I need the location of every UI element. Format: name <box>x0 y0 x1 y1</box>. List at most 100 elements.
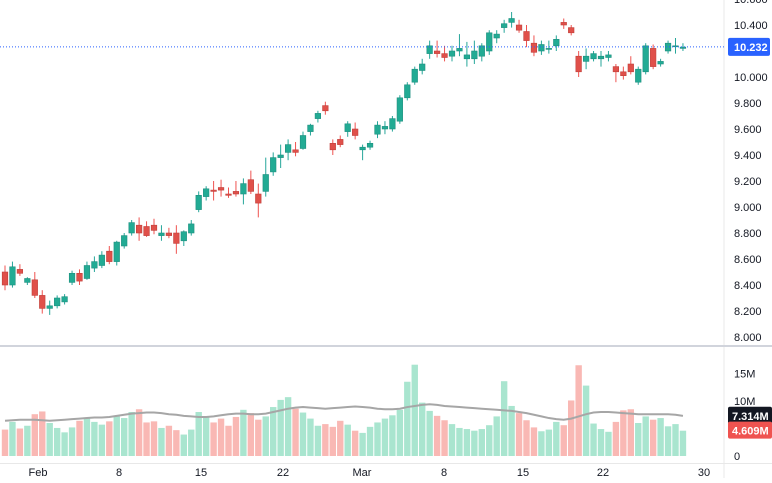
candle-body <box>582 55 590 62</box>
price-tick-label: 8.200 <box>734 306 762 318</box>
candle-body <box>605 54 612 58</box>
candle-body <box>217 187 225 191</box>
candle-body <box>68 272 76 283</box>
candle-body <box>411 68 418 83</box>
volume-bar <box>225 425 232 456</box>
volume-bar <box>404 381 411 456</box>
candle-body <box>627 63 634 73</box>
last-volume-badge <box>728 421 772 439</box>
volume-bar <box>91 421 98 456</box>
candle-body <box>538 44 545 52</box>
price-tick-label: 10.400 <box>734 20 768 32</box>
candle-body <box>352 128 359 136</box>
candle-body <box>91 261 98 269</box>
candle-body <box>620 71 627 77</box>
volume-bar <box>605 431 612 456</box>
volume-bar <box>46 423 53 456</box>
last-price-label: 10.232 <box>734 42 768 54</box>
volume-bar <box>53 427 61 456</box>
volume-ma-badge <box>728 406 772 424</box>
volume-bar <box>210 422 217 456</box>
volume-bar <box>545 429 553 456</box>
time-tick-label: 30 <box>698 467 710 478</box>
volume-bar <box>247 413 255 456</box>
candle-body <box>560 22 567 26</box>
volume-bar <box>344 424 351 456</box>
volume-bar <box>508 405 515 456</box>
price-tick-label: 9.600 <box>734 124 762 136</box>
volume-bar <box>471 430 478 456</box>
volume-bar <box>255 419 262 456</box>
volume-bar <box>195 412 202 456</box>
candle-body <box>478 45 485 57</box>
volume-bar <box>478 429 485 456</box>
volume-bar <box>240 409 247 456</box>
candle-body <box>292 149 299 153</box>
candle-body <box>31 279 38 296</box>
volume-bar <box>389 415 396 456</box>
volume-bar <box>1 429 9 456</box>
volume-bar <box>500 381 508 456</box>
volume-bar <box>150 421 158 456</box>
last-price-badge <box>728 37 770 56</box>
candle-body <box>612 66 619 73</box>
volume-bar <box>553 421 560 456</box>
candle-body <box>419 63 426 71</box>
volume-bar <box>433 415 441 456</box>
last-volume-label: 4.609M <box>732 426 769 438</box>
time-tick-label: Mar <box>353 467 372 478</box>
volume-bar <box>515 413 523 456</box>
candle-body <box>76 272 83 282</box>
volume-bar <box>381 418 389 456</box>
volume-bar <box>597 429 605 456</box>
volume-bar <box>396 409 404 456</box>
volume-bar <box>262 416 269 456</box>
candle-body <box>128 222 135 234</box>
volume-bar <box>68 427 76 456</box>
volume-bar <box>627 409 634 456</box>
volume-bar <box>173 430 180 456</box>
price-tick-label: 9.200 <box>734 176 762 188</box>
volume-bar <box>16 428 24 456</box>
candle-body <box>98 254 105 266</box>
candle-body <box>501 23 508 28</box>
volume-bar <box>165 425 173 456</box>
volume-bar <box>76 420 83 456</box>
time-tick-label: 15 <box>195 467 207 478</box>
volume-bar <box>322 424 329 456</box>
candle-body <box>433 50 441 54</box>
candle-body <box>530 42 538 53</box>
time-axis[interactable]: Feb 8 15 22 Mar 8 15 22 30 <box>29 467 711 479</box>
volume-bar <box>635 423 642 456</box>
volume-bar <box>351 430 359 456</box>
candle-body <box>493 33 500 39</box>
candle-body <box>515 24 523 31</box>
price-axis[interactable]: 8.000 8.200 8.400 8.600 8.800 9.000 9.200 9.400… <box>728 0 770 344</box>
candle-body <box>337 139 344 145</box>
candle-body <box>523 31 530 41</box>
volume-bar <box>523 420 530 456</box>
volume-bar <box>493 416 500 456</box>
candle-body <box>270 157 277 173</box>
candle-body <box>396 97 403 122</box>
volume-bar <box>314 425 322 456</box>
candle-body <box>188 223 195 234</box>
candle-body <box>366 143 374 148</box>
volume-bar <box>39 411 46 456</box>
candle-body <box>210 189 217 192</box>
candle-body <box>180 231 187 242</box>
candle-body <box>389 118 396 130</box>
volume-bar <box>337 420 344 456</box>
price-tick-label: 9.000 <box>734 202 762 214</box>
candle-body <box>448 50 456 57</box>
price-tick-label: 8.600 <box>734 254 762 266</box>
volume-bar <box>284 397 292 456</box>
candle-body <box>650 48 657 67</box>
volume-bar <box>188 429 195 456</box>
volume-bar <box>307 418 314 456</box>
time-tick-label: 8 <box>116 467 122 478</box>
volume-bar <box>121 418 128 456</box>
candle-body <box>24 278 31 283</box>
